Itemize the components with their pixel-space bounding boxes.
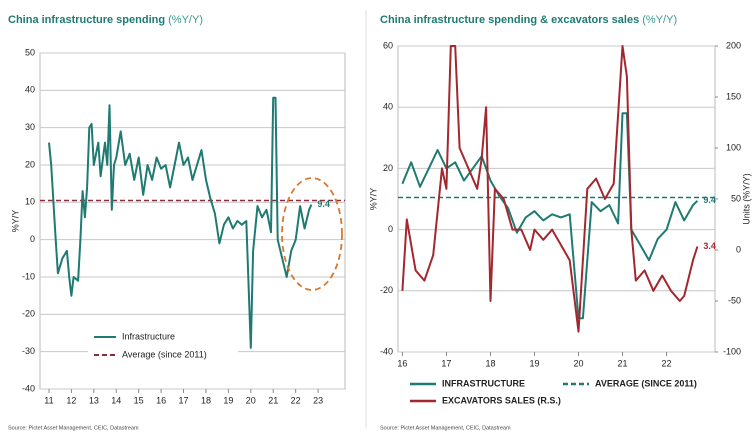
y-tick-label: 0 — [30, 234, 35, 244]
y-tick-label: -40 — [380, 346, 393, 356]
series-line — [48, 96, 313, 349]
x-tick-label: 11 — [44, 395, 53, 405]
y-tick-label: 40 — [25, 85, 35, 95]
y2-axis-label: Units (%Y/Y) — [741, 173, 751, 225]
legend-label: Average (since 2011) — [122, 349, 207, 359]
source: Source: Pictet Asset Management, CEIC, D… — [8, 425, 139, 431]
legend-label: EXCAVATORS SALES (R.S.) — [442, 395, 561, 405]
x-tick-label: 16 — [156, 395, 166, 405]
y2-tick-label: 50 — [731, 193, 741, 203]
y-tick-label: -20 — [380, 285, 393, 295]
x-tick-label: 21 — [268, 395, 278, 405]
y-tick-label: 30 — [25, 122, 35, 132]
x-tick-label: 19 — [529, 358, 539, 368]
title-main: China infrastructure spending & excavato… — [380, 14, 639, 26]
y2-tick-label: 200 — [726, 40, 741, 50]
x-tick-label: 22 — [662, 358, 672, 368]
y-tick-label: -10 — [22, 271, 35, 281]
x-tick-label: 23 — [313, 395, 323, 405]
chart-title: China infrastructure spending (%Y/Y) — [8, 14, 203, 26]
x-tick-label: 18 — [485, 358, 495, 368]
x-tick-label: 20 — [246, 395, 256, 405]
x-tick-label: 20 — [574, 358, 584, 368]
y2-tick-label: 0 — [736, 244, 741, 254]
x-tick-label: 13 — [89, 395, 99, 405]
series-line — [401, 112, 699, 320]
y-tick-label: 40 — [383, 102, 393, 112]
x-tick-label: 18 — [201, 395, 211, 405]
highlight-ellipse — [281, 177, 343, 291]
title-unit: (%Y/Y) — [642, 14, 677, 26]
x-tick-label: 14 — [111, 395, 121, 405]
y2-tick-label: 100 — [726, 142, 741, 152]
chart-title: China infrastructure spending & excavato… — [380, 14, 677, 26]
end-label: 3.4 — [703, 241, 716, 251]
x-tick-label: 16 — [397, 358, 407, 368]
y-tick-label: 20 — [25, 159, 35, 169]
y-tick-label: -20 — [22, 309, 35, 319]
x-tick-label: 12 — [66, 395, 76, 405]
title-main: China infrastructure spending — [8, 14, 165, 26]
y2-tick-label: 150 — [726, 91, 741, 101]
legend-label: INFRASTRUCTURE — [442, 378, 525, 388]
end-label: 9.4 — [703, 195, 716, 205]
y2-tick-label: -100 — [723, 346, 741, 356]
x-tick-label: 22 — [291, 395, 301, 405]
title-unit: (%Y/Y) — [168, 14, 203, 26]
end-label: 9.4 — [317, 199, 330, 209]
x-tick-label: 15 — [134, 395, 144, 405]
legend-label: Infrastructure — [122, 331, 175, 341]
y-axis-label: %Y/Y — [368, 188, 378, 211]
y-axis-label: %Y/Y — [10, 210, 20, 233]
x-tick-label: 21 — [618, 358, 628, 368]
y-tick-label: 50 — [25, 47, 35, 57]
y-tick-label: -30 — [22, 346, 35, 356]
y-tick-label: 60 — [383, 40, 393, 50]
plot-frame — [397, 45, 716, 353]
x-tick-label: 17 — [179, 395, 189, 405]
y-tick-label: -40 — [22, 383, 35, 393]
y-tick-label: 20 — [383, 163, 393, 173]
legend-label: AVERAGE (SINCE 2011) — [595, 378, 697, 388]
y-tick-label: 10 — [25, 197, 35, 207]
x-tick-label: 17 — [441, 358, 451, 368]
y2-tick-label: -50 — [728, 295, 741, 305]
legend-box — [88, 327, 238, 365]
x-tick-label: 19 — [223, 395, 233, 405]
source: Source: Pictet Asset Management, CEIC, D… — [380, 425, 511, 431]
y-tick-label: 0 — [388, 224, 393, 234]
series-line — [401, 45, 699, 333]
